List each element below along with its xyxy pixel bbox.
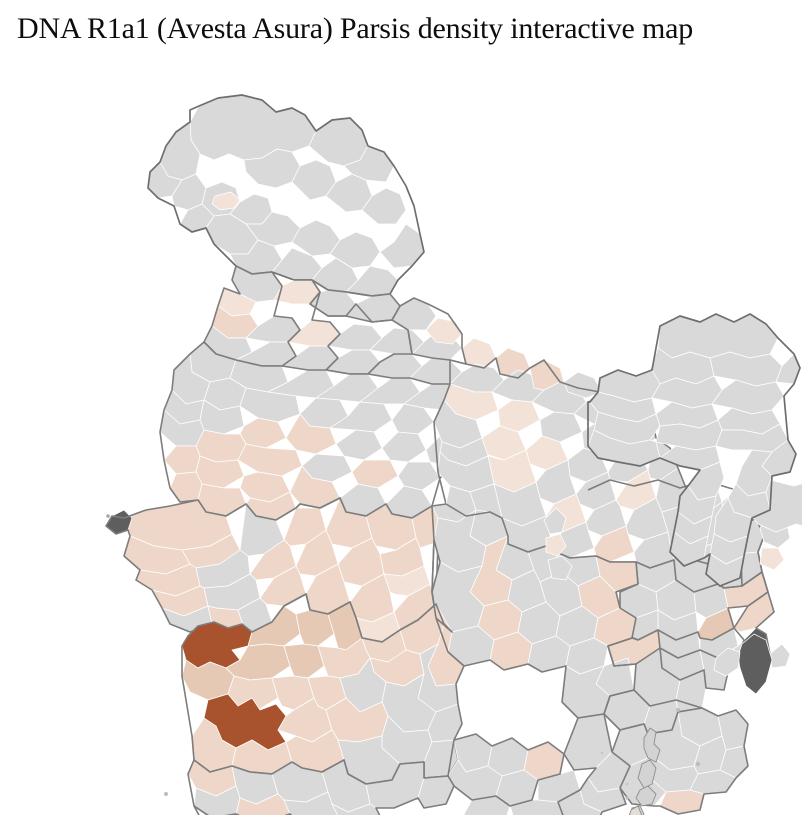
state-group-maharashtra[interactable]: [182, 540, 464, 784]
state-border-telangana: [448, 734, 564, 806]
island-group-andaman-nicobar[interactable]: [600, 708, 701, 815]
district-area[interactable]: [212, 192, 240, 210]
district-area[interactable]: [710, 352, 782, 386]
district-area[interactable]: [240, 388, 300, 422]
state-group-rajasthan[interactable]: [160, 342, 474, 520]
state-group-madhya-pradesh[interactable]: [432, 486, 728, 734]
page-title: DNA R1a1 (Avesta Asura) Parsis density i…: [17, 12, 693, 45]
district-area[interactable]: [190, 95, 316, 160]
district-area[interactable]: [238, 444, 302, 476]
state-group-west-bengal-south[interactable]: [714, 634, 772, 694]
island-speck: [164, 792, 168, 796]
district-area[interactable]: [546, 534, 566, 556]
district-area[interactable]: [330, 232, 380, 268]
district-area[interactable]: [250, 540, 296, 580]
district-area[interactable]: [770, 644, 790, 668]
state-group-karnataka[interactable]: [188, 760, 454, 815]
state-border-northeast: [588, 314, 800, 586]
state-border-karnataka: [188, 760, 454, 815]
district-area[interactable]: [586, 500, 626, 536]
district-area[interactable]: [712, 380, 784, 414]
island-area[interactable]: [638, 760, 656, 788]
state-group-northeast-block[interactable]: [544, 314, 800, 586]
state-border-punjab: [204, 266, 300, 366]
district-area[interactable]: [260, 566, 306, 606]
district-area[interactable]: [760, 548, 784, 570]
district-area-masked[interactable]: [738, 634, 772, 694]
state-group-telangana-andhra[interactable]: [448, 714, 630, 815]
district-area[interactable]: [336, 430, 382, 460]
district-area[interactable]: [240, 418, 286, 448]
island-area[interactable]: [636, 786, 656, 806]
district-area[interactable]: [548, 556, 572, 580]
district-area[interactable]: [362, 188, 406, 224]
district-area[interactable]: [170, 472, 202, 502]
map-canvas[interactable]: [0, 48, 802, 815]
island-group-lakshadweep[interactable]: [106, 514, 168, 796]
state-border-andhra: [558, 714, 630, 815]
district-area[interactable]: [284, 644, 324, 678]
district-area[interactable]: [392, 298, 436, 330]
island-speck: [600, 751, 604, 755]
district-area[interactable]: [164, 446, 200, 474]
island-speck: [695, 761, 701, 767]
district-area[interactable]: [330, 402, 392, 432]
state-group-odisha[interactable]: [612, 708, 748, 814]
district-area[interactable]: [296, 530, 338, 576]
district-area[interactable]: [384, 566, 430, 596]
island-area[interactable]: [628, 806, 642, 815]
island-speck: [106, 514, 110, 518]
state-group-jammu-kashmir[interactable]: [148, 95, 424, 296]
island-speck: [625, 782, 629, 786]
district-area[interactable]: [544, 508, 566, 534]
island-speck: [676, 708, 680, 712]
district-area[interactable]: [714, 648, 740, 676]
district-area[interactable]: [536, 460, 576, 504]
state-border-haryana: [310, 292, 412, 374]
district-area[interactable]: [286, 414, 336, 454]
district-area[interactable]: [616, 470, 656, 510]
district-area[interactable]: [418, 776, 454, 808]
district-area[interactable]: [382, 432, 426, 462]
island-speck: [625, 796, 629, 800]
district-area[interactable]: [309, 118, 368, 166]
island-area[interactable]: [644, 728, 660, 762]
district-area[interactable]: [380, 224, 424, 268]
india-choropleth-svg[interactable]: [0, 48, 802, 815]
